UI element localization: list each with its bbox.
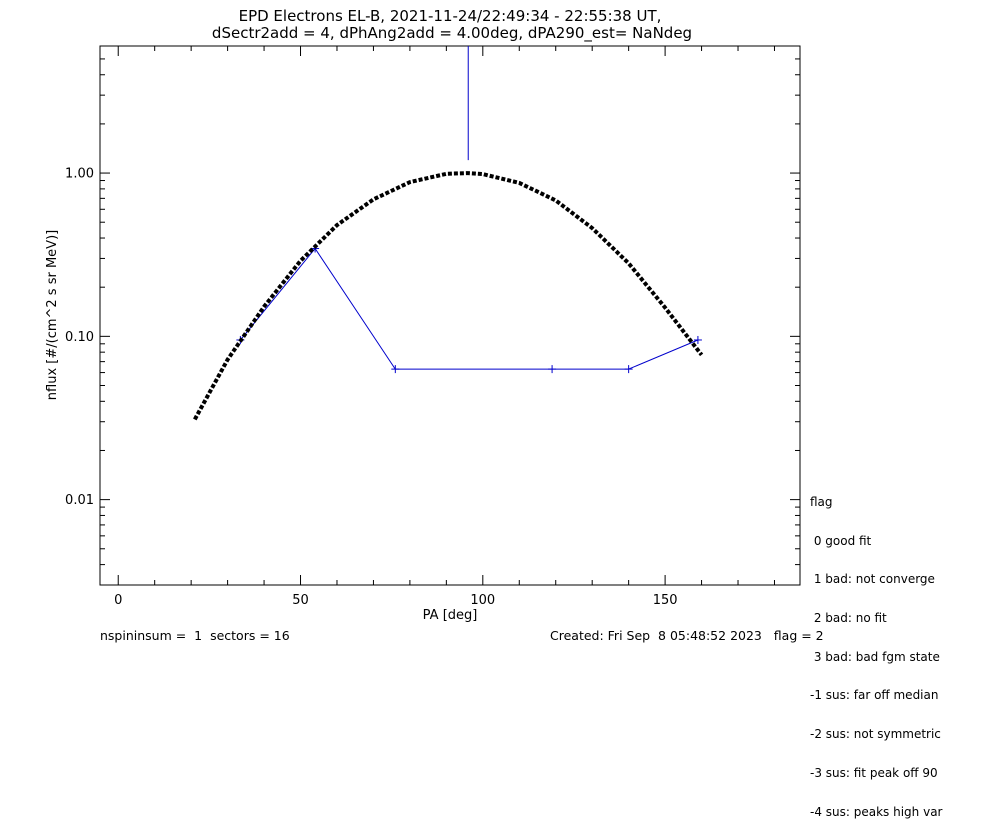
legend-item: 3 bad: bad fgm state [810,649,940,664]
y-tick-label: 0.10 [65,330,94,345]
legend-item: -2 sus: not symmetric [810,727,941,742]
chart-title: EPD Electrons EL-B, 2021-11-24/22:49:34 … [239,7,662,25]
y-tick-label: 1.00 [65,167,94,182]
x-axis: 0 50 100 150 [114,46,775,608]
legend-title: flag [810,494,833,509]
legend-item: -4 sus: peaks high var [810,804,943,819]
y-axis-label: nflux [#/(cm^2 s sr MeV)] [45,230,60,400]
plot-frame [99,45,801,586]
flag-legend: flag 0 good fit 1 bad: not converge 2 ba… [810,470,942,831]
legend-item: -3 sus: fit peak off 90 [810,765,938,780]
footer-right: Created: Fri Sep 8 05:48:52 2023 flag = … [550,628,824,643]
x-tick-label: 100 [470,593,495,608]
x-axis-label: PA [deg] [423,608,478,623]
x-tick-label: 0 [114,593,122,608]
legend-item: 2 bad: no fit [810,610,887,625]
x-tick-label: 50 [292,593,309,608]
fit-curve [193,171,704,421]
y-axis: 0.01 0.10 1.00 [65,45,800,586]
legend-item: 0 good fit [810,533,872,548]
measured-line [240,247,699,370]
legend-item: 1 bad: not converge [810,572,935,587]
legend-item: -1 sus: far off median [810,688,939,703]
plot-series [193,46,704,421]
x-tick-label: 150 [653,593,678,608]
chart-subtitle: dSectr2add = 4, dPhAng2add = 4.00deg, dP… [212,24,692,43]
footer-left: nspininsum = 1 sectors = 16 [100,628,290,643]
chart-canvas: EPD Electrons EL-B, 2021-11-24/22:49:34 … [45,7,801,623]
y-tick-label: 0.01 [65,493,94,508]
